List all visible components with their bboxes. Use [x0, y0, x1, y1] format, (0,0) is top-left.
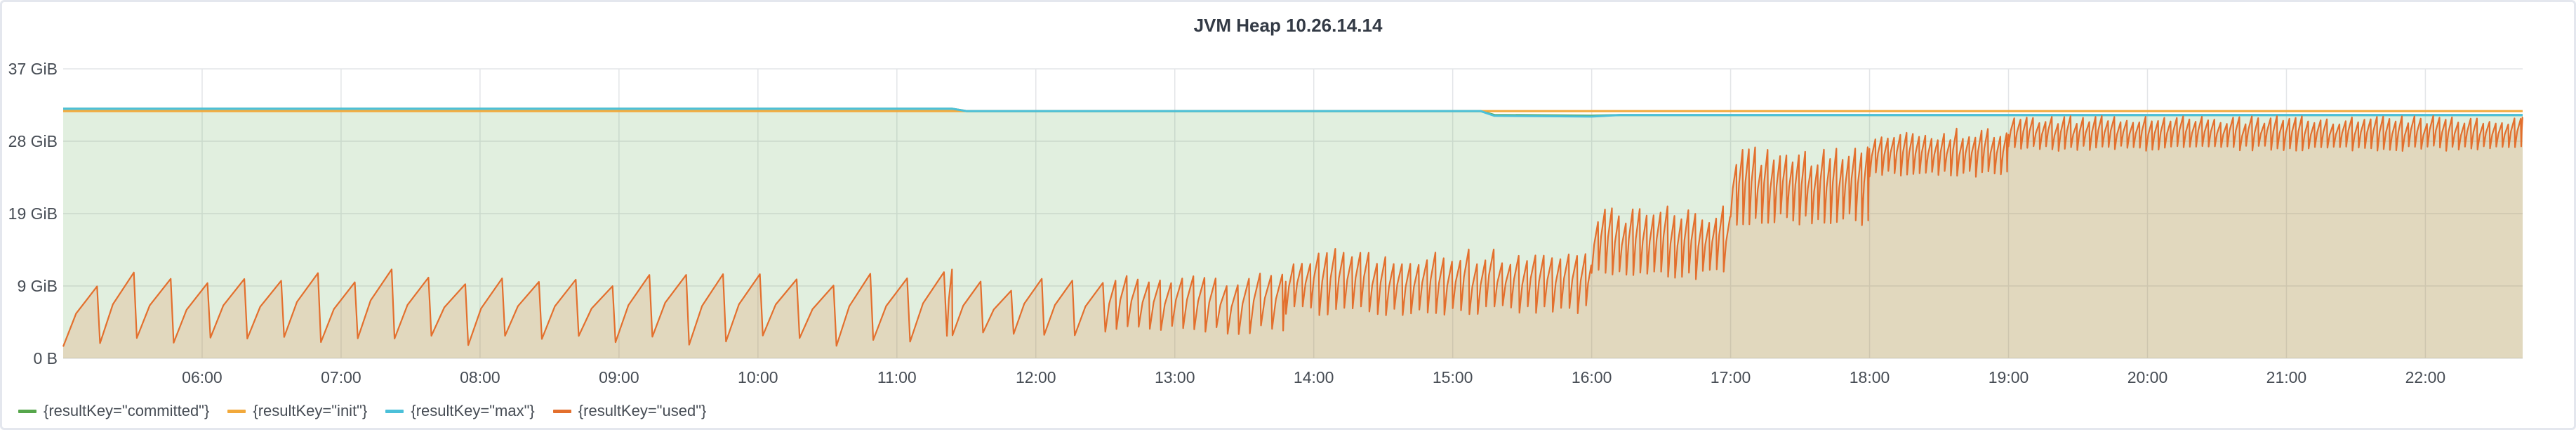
- legend-label: {resultKey="committed"}: [44, 402, 210, 419]
- x-tick-label: 12:00: [1016, 368, 1056, 386]
- y-tick-label: 28 GiB: [8, 132, 58, 150]
- legend-swatch: [18, 409, 36, 413]
- series-line: [63, 107, 2523, 118]
- grid-lines: [63, 68, 2523, 359]
- x-tick-label: 20:00: [2127, 368, 2168, 386]
- legend: {resultKey="committed"} {resultKey="init"…: [18, 402, 706, 420]
- series-area: [63, 116, 2523, 358]
- chart-title: JVM Heap 10.26.14.14: [1193, 15, 1383, 36]
- legend-item[interactable]: {resultKey="max"}: [385, 402, 535, 420]
- y-tick-label: 37 GiB: [8, 60, 58, 78]
- legend-swatch: [227, 409, 246, 413]
- legend-item[interactable]: {resultKey="committed"}: [18, 402, 209, 420]
- jvm-heap-chart[interactable]: 0 B 9 GiB 19 GiB 28 GiB 37 GiB 06:00 07:00 08:…: [0, 0, 2576, 393]
- legend-label: {resultKey="used"}: [578, 402, 707, 419]
- x-tick-label: 06:00: [182, 368, 223, 386]
- y-axis-ticks: 0 B 9 GiB 19 GiB 28 GiB 37 GiB: [8, 60, 58, 367]
- legend-swatch: [552, 409, 571, 413]
- y-tick-label: 9 GiB: [17, 277, 58, 295]
- y-tick-label: 19 GiB: [8, 204, 58, 223]
- x-tick-label: 09:00: [599, 368, 639, 386]
- x-tick-label: 08:00: [460, 368, 500, 386]
- legend-swatch: [385, 409, 404, 413]
- x-tick-label: 10:00: [738, 368, 778, 386]
- y-tick-label: 0 B: [33, 349, 58, 367]
- x-tick-label: 17:00: [1711, 368, 1751, 386]
- x-tick-label: 15:00: [1433, 368, 1473, 386]
- x-tick-label: 13:00: [1155, 368, 1195, 386]
- series-line: [62, 115, 2523, 347]
- series-lines: [62, 107, 2523, 347]
- x-tick-label: 07:00: [321, 368, 361, 386]
- x-tick-label: 21:00: [2266, 368, 2307, 386]
- x-tick-label: 22:00: [2405, 368, 2446, 386]
- series-areas: [63, 108, 2523, 359]
- legend-label: {resultKey="max"}: [411, 402, 535, 419]
- legend-label: {resultKey="init"}: [253, 402, 368, 419]
- legend-item[interactable]: {resultKey="init"}: [227, 402, 367, 420]
- x-tick-label: 19:00: [1989, 368, 2029, 386]
- x-tick-label: 16:00: [1572, 368, 1612, 386]
- x-tick-label: 18:00: [1850, 368, 1890, 386]
- x-tick-label: 11:00: [877, 368, 917, 386]
- x-axis-ticks: 06:00 07:00 08:00 09:00 10:00 11:00 12:00 13:00…: [182, 368, 2445, 386]
- legend-item[interactable]: {resultKey="used"}: [552, 402, 707, 420]
- x-tick-label: 14:00: [1294, 368, 1334, 386]
